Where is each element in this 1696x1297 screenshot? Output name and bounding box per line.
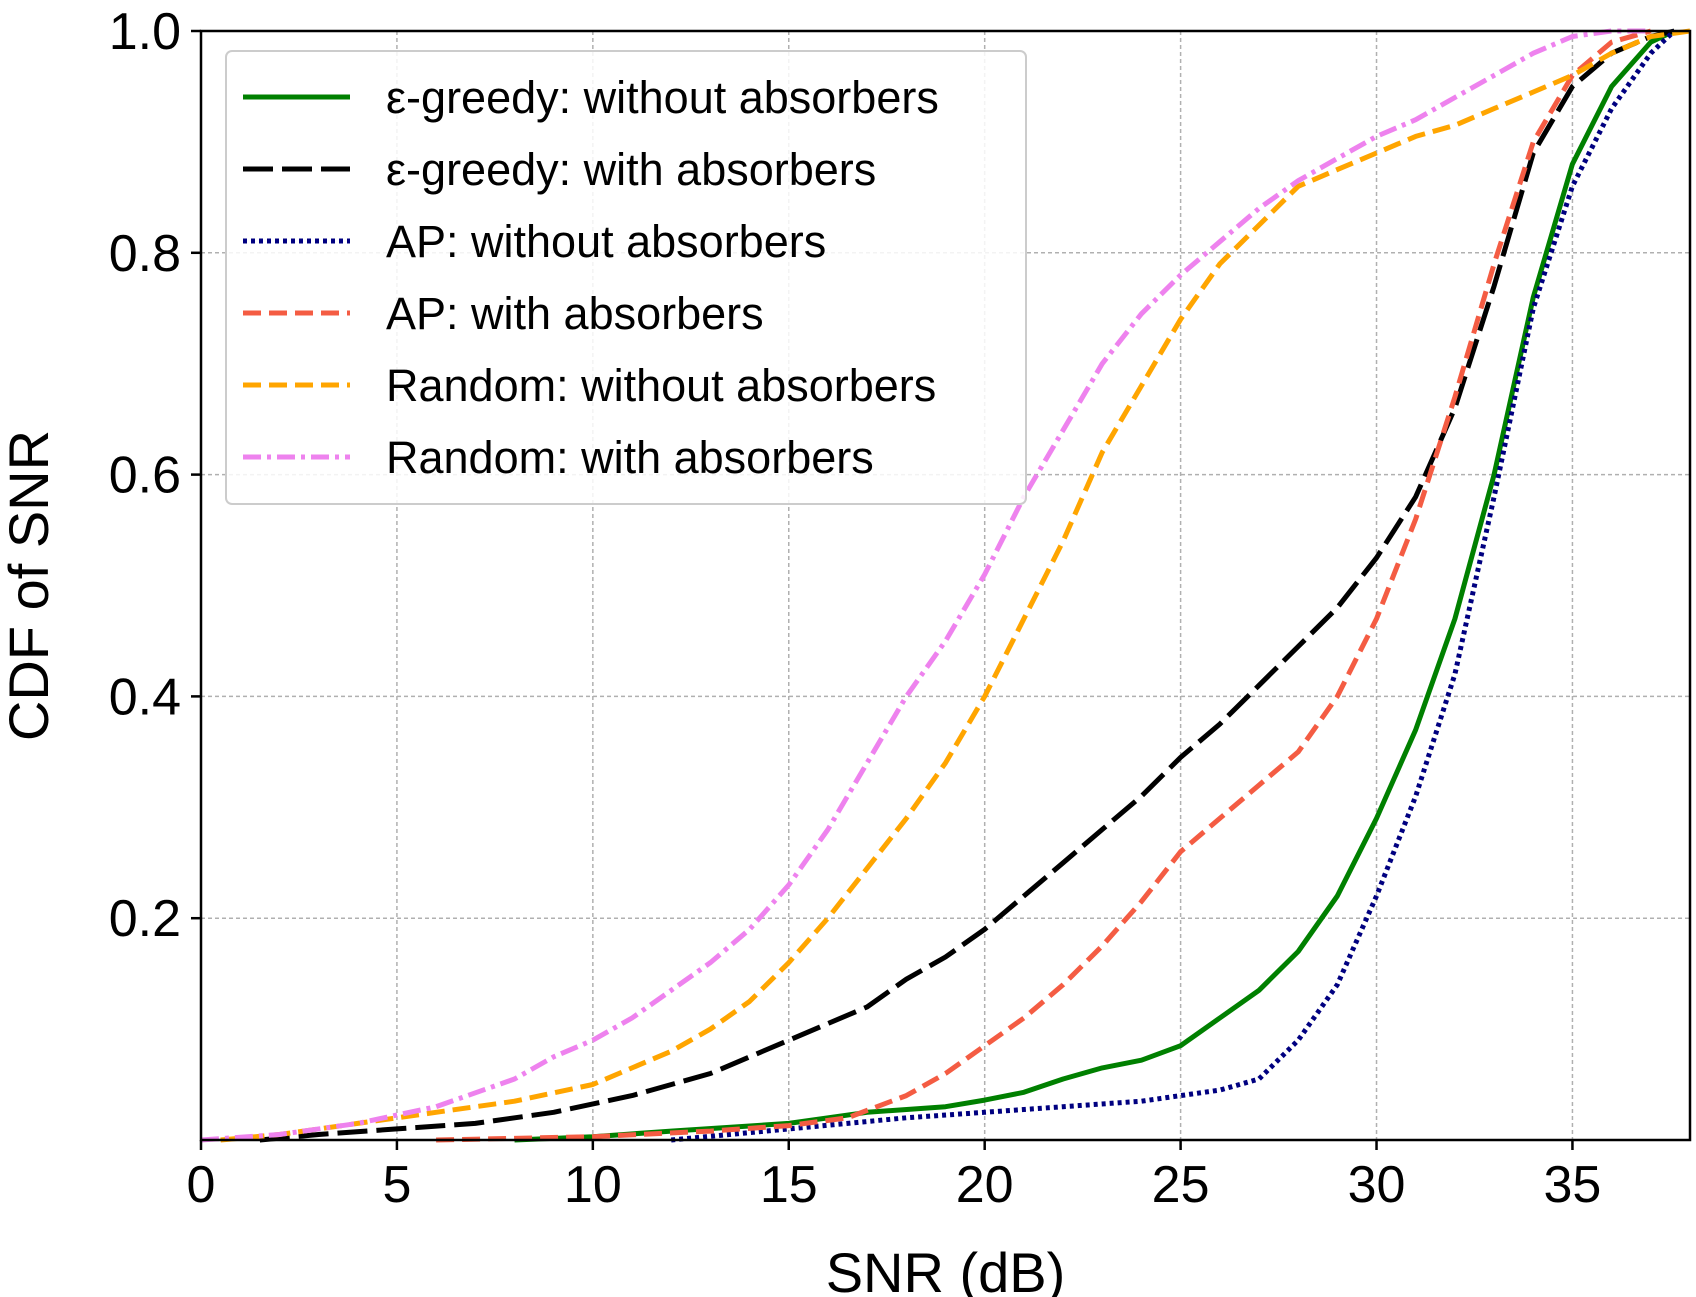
x-tick-label: 35 (1544, 1156, 1602, 1214)
axis-ticks: 0 5 10 15 20 25 30 35 0.2 0.4 0.6 0.8 1.0 (109, 3, 1602, 1214)
series-line-5 (200, 28, 1651, 1143)
series-line-2 (670, 29, 1677, 1143)
x-tick-label: 25 (1152, 1156, 1210, 1214)
legend-label: AP: with absorbers (386, 288, 764, 339)
legend-box (225, 50, 1027, 505)
x-axis-title: SNR (dB) (826, 1241, 1066, 1297)
y-tick-label: 0.8 (109, 225, 181, 283)
legend-label: Random: with absorbers (386, 432, 874, 483)
y-tick-label: 0.4 (109, 668, 181, 726)
legend-label: Random: without absorbers (386, 360, 936, 411)
x-tick-label: 20 (956, 1156, 1014, 1214)
plot-frame (199, 29, 1692, 1142)
legend-label: AP: without absorbers (386, 216, 826, 267)
x-tick-label: 0 (187, 1156, 216, 1214)
y-tick-label: 1.0 (109, 3, 181, 61)
y-tick-label: 0.2 (109, 890, 181, 948)
y-axis-title: CDF of SNR (0, 430, 60, 741)
legend-label: ε-greedy: without absorbers (386, 72, 939, 123)
x-tick-label: 30 (1348, 1156, 1406, 1214)
legend-label: ε-greedy: with absorbers (386, 144, 876, 195)
series-lines (200, 28, 1691, 1143)
legend: ε-greedy: without absorbers ε-greedy: wit… (225, 50, 1027, 505)
x-tick-label: 10 (564, 1156, 622, 1214)
x-tick-label: 15 (760, 1156, 818, 1214)
x-tick-label: 5 (382, 1156, 411, 1214)
series-line-4 (220, 28, 1691, 1143)
series-line-3 (436, 28, 1652, 1143)
y-tick-label: 0.6 (109, 447, 181, 505)
series-line-1 (259, 28, 1675, 1143)
